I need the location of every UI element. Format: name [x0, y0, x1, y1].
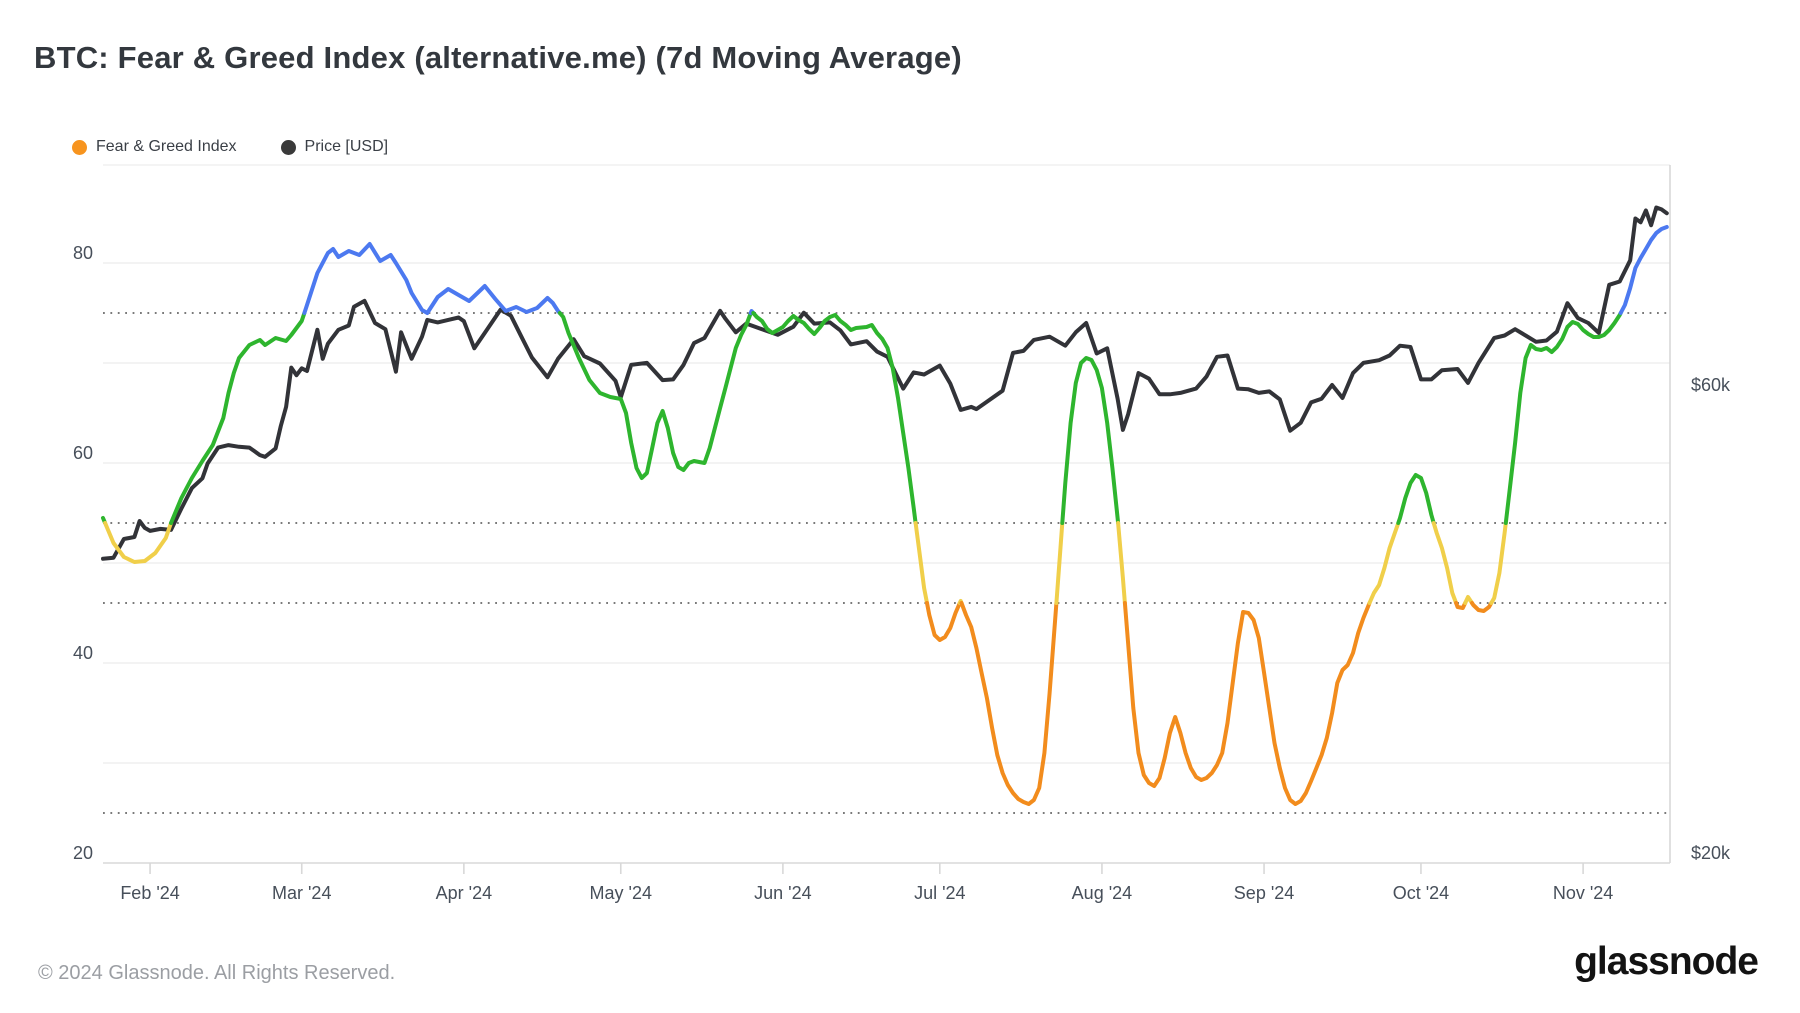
axis-lines — [103, 164, 1671, 874]
legend-item-fear-greed[interactable]: Fear & Greed Index — [72, 138, 237, 156]
x-tick-label: Aug '24 — [1072, 883, 1133, 903]
chart-title: BTC: Fear & Greed Index (alternative.me)… — [34, 40, 962, 75]
x-tick-label: Mar '24 — [272, 883, 331, 903]
y-left-tick-label: 80 — [73, 243, 93, 263]
solid-gridlines — [103, 262, 1670, 764]
y-left-tick-label: 20 — [73, 843, 93, 863]
x-tick-label: Feb '24 — [120, 883, 179, 903]
y-right-tick-label: $60k — [1691, 375, 1731, 395]
glassnode-logo[interactable]: glassnode — [1574, 940, 1759, 983]
price-line — [101, 205, 1669, 561]
x-tick-label: May '24 — [590, 883, 652, 903]
y-left-tick-label: 60 — [73, 443, 93, 463]
price-series-label: Price [USD] — [304, 138, 389, 155]
x-tick-label: Jul '24 — [914, 883, 965, 903]
x-tick-label: Nov '24 — [1553, 883, 1613, 903]
month-labels: Feb '24 Mar '24 Apr '24 May '24 Jun '24 Jul '… — [120, 883, 1613, 903]
fear-greed-series-label: Fear & Greed Index — [96, 138, 237, 155]
price-axis-labels: $60k $20k — [1691, 375, 1731, 863]
fear-greed-line — [101, 225, 1669, 806]
y-left-tick-label: 40 — [73, 643, 93, 663]
fear-greed-series-dot — [72, 139, 87, 155]
x-tick-label: Jun '24 — [754, 883, 811, 903]
price-series-dot — [280, 139, 296, 155]
x-tick-label: Sep '24 — [1234, 883, 1295, 903]
fear-greed-axis-labels: 20 40 60 80 — [73, 243, 93, 863]
copyright-text: © 2024 Glassnode. All Rights Reserved. — [38, 962, 396, 984]
legend: Fear & Greed Index Price [USD] — [72, 138, 388, 156]
x-tick-label: Oct '24 — [1393, 883, 1449, 903]
y-right-tick-label: $20k — [1691, 843, 1731, 863]
x-tick-label: Apr '24 — [436, 883, 492, 903]
legend-item-price[interactable]: Price [USD] — [280, 138, 389, 156]
